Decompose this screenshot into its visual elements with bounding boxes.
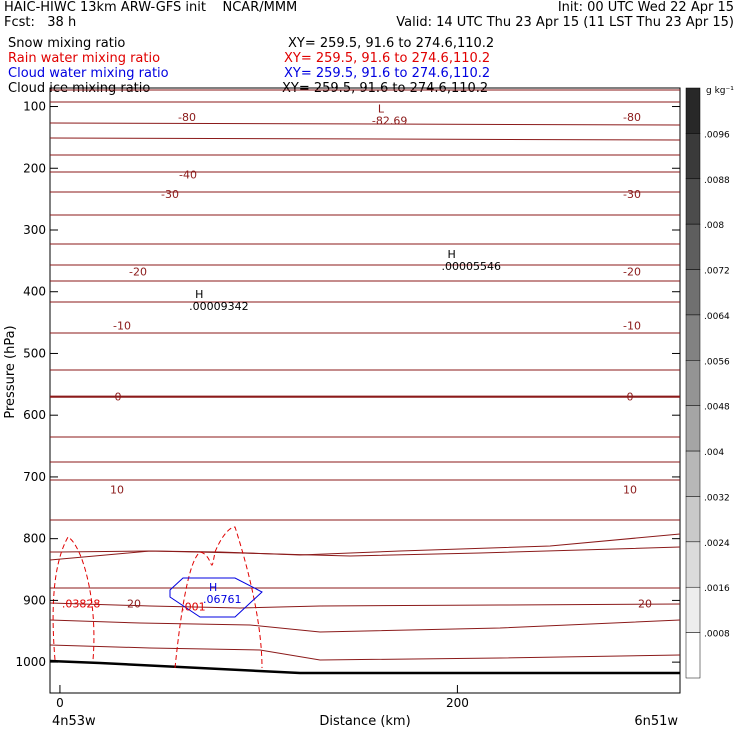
y-tick-label: 900 <box>23 593 46 607</box>
contour-line <box>49 137 681 141</box>
y-tick-label: 700 <box>23 470 46 484</box>
field-xy-cloud-water: XY= 259.5, 91.6 to 274.6,110.2 <box>284 66 491 81</box>
contour-label: 0 <box>627 391 634 404</box>
extremum-symbol: L <box>378 103 385 116</box>
colorbar-swatch <box>685 133 701 180</box>
colorbar-swatch <box>685 360 701 406</box>
y-tick-label: 300 <box>23 223 46 237</box>
field-xy-snow: XY= 259.5, 91.6 to 274.6,110.2 <box>288 36 495 51</box>
extremum-value: .00009342 <box>189 300 249 313</box>
field-name-cloud-water: Cloud water mixing ratio <box>8 66 169 81</box>
y-tick-label: 600 <box>23 408 46 422</box>
y-tick-label: 400 <box>23 285 46 299</box>
contour-label: -40 <box>179 168 197 181</box>
contour-line <box>49 619 681 633</box>
extremum-value: .00005546 <box>441 260 501 273</box>
y-tick-label: 200 <box>23 161 46 175</box>
colorbar-label: .0064 <box>704 312 730 322</box>
colorbar-unit: g kg⁻¹ <box>706 86 734 96</box>
colorbar-swatch <box>685 586 701 633</box>
field-name-rain: Rain water mixing ratio <box>8 51 161 66</box>
rain-contour <box>52 536 95 661</box>
colorbar-swatch <box>685 541 701 588</box>
header-init: Init: 00 UTC Wed 22 Apr 15 <box>557 0 734 15</box>
field-xy-rain: XY= 259.5, 91.6 to 274.6,110.2 <box>284 51 491 66</box>
contour-label: 10 <box>623 483 637 496</box>
colorbar-swatch <box>685 178 701 225</box>
extremum-symbol: H <box>447 248 455 261</box>
contour-label: 0 <box>115 391 122 404</box>
contour-label: 20 <box>127 597 141 610</box>
colorbar-label: .0048 <box>704 403 730 413</box>
y-axis-label: Pressure (hPa) <box>3 325 18 418</box>
plot-frame <box>49 87 681 694</box>
colorbar-label: .0032 <box>704 493 730 503</box>
contour-label: 10 <box>110 483 124 496</box>
header-title: HAIC-HIWC 13km ARW-GFS init NCAR/MMM <box>4 0 298 15</box>
colorbar-swatch <box>685 405 701 452</box>
header-valid: Valid: 14 UTC Thu 23 Apr 15 (11 LST Thu … <box>396 15 734 30</box>
colorbar-label: .004 <box>704 448 724 458</box>
extremum-value: -82.69 <box>372 115 407 128</box>
colorbar-label: .0096 <box>704 130 730 140</box>
contour-line <box>49 122 681 126</box>
x-end-label-left: 4n53w <box>52 714 96 729</box>
colorbar-label: .0088 <box>704 176 730 186</box>
field-name-snow: Snow mixing ratio <box>8 36 126 51</box>
cloud-water-contour <box>169 577 263 618</box>
x-end-label-right: 6n51w <box>634 714 678 729</box>
x-tick-label: 200 <box>446 696 469 710</box>
colorbar-swatch <box>685 314 701 361</box>
colorbar-swatch <box>685 496 701 543</box>
colorbar-swatch <box>685 632 701 679</box>
colorbar-label: .0008 <box>704 630 730 640</box>
colorbar: .0096 .0088 .008 .0072 .0064 .0056 .0048 .004 .0… <box>685 87 730 679</box>
contour-label: -10 <box>113 320 131 333</box>
y-tick-label: 800 <box>23 532 46 546</box>
contour-label: -10 <box>623 320 641 333</box>
contour-label: -30 <box>161 188 179 201</box>
x-axis-label: Distance (km) <box>319 714 410 729</box>
colorbar-label: .008 <box>704 221 724 231</box>
rain-label: .001 <box>181 601 206 614</box>
contour-label: 20 <box>638 597 652 610</box>
colorbar-swatch <box>685 269 701 316</box>
contour-label: -30 <box>623 188 641 201</box>
colorbar-label: .0056 <box>704 357 730 367</box>
contour-label: -80 <box>623 111 641 124</box>
y-tick-label: 1000 <box>15 655 46 669</box>
colorbar-label: .0016 <box>704 584 730 594</box>
contour-label: -20 <box>129 265 147 278</box>
colorbar-swatch <box>685 87 701 134</box>
y-tick-label: 100 <box>23 100 46 114</box>
contour-label: -80 <box>178 111 196 124</box>
extremum-value: .06761 <box>203 593 242 606</box>
cloud-water-contour-shape <box>169 577 263 618</box>
rain-label: .03828 <box>62 597 100 610</box>
contour-line <box>49 533 681 561</box>
terrain-line <box>49 659 680 675</box>
rain-contours <box>52 526 263 669</box>
extremum-symbol: H <box>195 288 203 301</box>
colorbar-label: .0072 <box>704 267 730 277</box>
contour-line <box>49 644 681 661</box>
terrain-surface <box>49 659 680 675</box>
extremum-symbol: H <box>209 581 217 594</box>
colorbar-swatch <box>685 450 701 497</box>
colorbar-swatch <box>685 223 701 270</box>
contour-line-twenty <box>49 602 681 609</box>
header-forecast: Fcst: 38 h <box>4 15 77 30</box>
y-tick-label: 500 <box>23 346 46 360</box>
x-tick-label: 0 <box>56 696 64 710</box>
temperature-contours <box>49 89 681 661</box>
contour-label: -20 <box>623 265 641 278</box>
colorbar-label: .0024 <box>704 539 730 549</box>
